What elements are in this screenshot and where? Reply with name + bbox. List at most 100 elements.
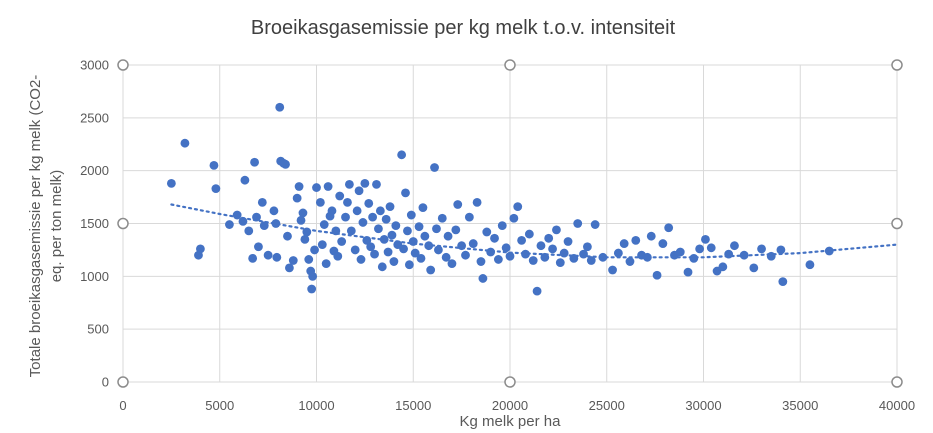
data-point: [472, 197, 482, 207]
data-point: [598, 252, 608, 262]
plot-area-resize-handle[interactable]: [504, 59, 516, 71]
data-point: [244, 226, 254, 236]
data-point: [364, 199, 374, 208]
data-point: [354, 186, 364, 196]
data-point: [619, 239, 629, 248]
data-point: [482, 227, 492, 237]
data-point: [646, 231, 656, 241]
data-point: [451, 225, 461, 235]
data-point: [569, 253, 579, 263]
data-point: [259, 221, 269, 231]
data-point: [300, 234, 310, 244]
data-point: [552, 225, 561, 235]
data-point: [372, 180, 381, 189]
x-tick-label: 5000: [205, 398, 234, 413]
data-point: [497, 221, 507, 231]
data-point: [196, 244, 205, 254]
data-point: [341, 212, 350, 222]
data-point: [490, 233, 499, 243]
data-point: [275, 102, 285, 112]
data-point: [505, 251, 515, 261]
data-point: [381, 214, 391, 224]
data-point: [368, 212, 378, 222]
data-point: [346, 226, 356, 236]
x-tick-label: 15000: [395, 398, 431, 413]
data-point: [263, 250, 273, 260]
data-point: [269, 206, 279, 216]
data-point: [573, 219, 583, 228]
data-point: [521, 249, 530, 259]
data-point: [548, 244, 557, 254]
data-point: [375, 206, 385, 216]
plot-area-resize-handle[interactable]: [117, 59, 129, 71]
data-point: [389, 257, 399, 266]
data-point: [366, 242, 376, 252]
x-tick-label: 10000: [298, 398, 334, 413]
y-tick-label: 1000: [80, 269, 109, 284]
data-point: [356, 255, 366, 264]
data-point: [333, 251, 343, 261]
data-point: [248, 253, 258, 263]
data-point: [608, 265, 617, 275]
data-point: [283, 231, 292, 241]
data-point: [824, 246, 834, 256]
plot-area-resize-handle[interactable]: [891, 376, 903, 388]
data-point: [757, 244, 766, 254]
data-point: [209, 160, 219, 170]
data-point: [374, 224, 383, 234]
tick-labels: 0 5000 10000 15000 20000 25000 30000 35000 40000…: [80, 58, 915, 414]
data-point: [457, 241, 467, 251]
data-point: [317, 240, 327, 250]
data-point: [271, 219, 281, 228]
plot-area-resize-handle[interactable]: [504, 376, 516, 388]
data-point: [387, 230, 397, 240]
y-axis-title-line-2: eq. per ton melk): [48, 170, 65, 283]
data-point: [298, 208, 308, 218]
data-point: [337, 237, 347, 246]
data-point: [310, 245, 319, 255]
x-tick-label: 20000: [492, 398, 528, 413]
x-tick-label: 25000: [589, 398, 625, 413]
data-point: [312, 183, 321, 192]
data-point: [613, 248, 623, 258]
data-point: [252, 212, 261, 222]
data-point: [360, 178, 370, 188]
data-point: [281, 159, 290, 169]
data-point: [664, 223, 674, 233]
data-point: [464, 212, 474, 222]
gridlines: [122, 64, 898, 383]
data-point: [232, 210, 242, 220]
data-point: [437, 213, 447, 223]
plot-area-resize-handle[interactable]: [117, 376, 129, 388]
data-point: [416, 253, 426, 263]
data-point: [706, 243, 716, 253]
data-point: [250, 157, 259, 167]
plot-area-resize-handle[interactable]: [891, 59, 903, 71]
data-point: [397, 150, 407, 160]
data-point: [257, 197, 267, 207]
data-point: [302, 227, 312, 237]
data-point: [410, 248, 420, 258]
data-point: [555, 258, 565, 267]
data-point: [625, 257, 635, 266]
data-point: [528, 256, 538, 265]
data-point: [701, 234, 710, 244]
data-point: [344, 180, 354, 189]
data-point: [453, 200, 463, 209]
x-tick-label: 40000: [879, 398, 915, 413]
data-point: [532, 286, 542, 296]
data-point: [335, 191, 345, 201]
data-point: [308, 271, 318, 281]
y-tick-label: 0: [102, 375, 109, 390]
data-point: [540, 252, 550, 262]
selection-handles[interactable]: [117, 59, 903, 388]
plot-area-resize-handle[interactable]: [891, 217, 903, 230]
data-point: [321, 259, 331, 269]
data-point: [370, 249, 379, 259]
data-point: [476, 257, 486, 266]
data-point: [254, 242, 263, 252]
data-point: [486, 247, 496, 257]
plot-area-resize-handle[interactable]: [117, 217, 129, 230]
data-point: [583, 242, 592, 252]
